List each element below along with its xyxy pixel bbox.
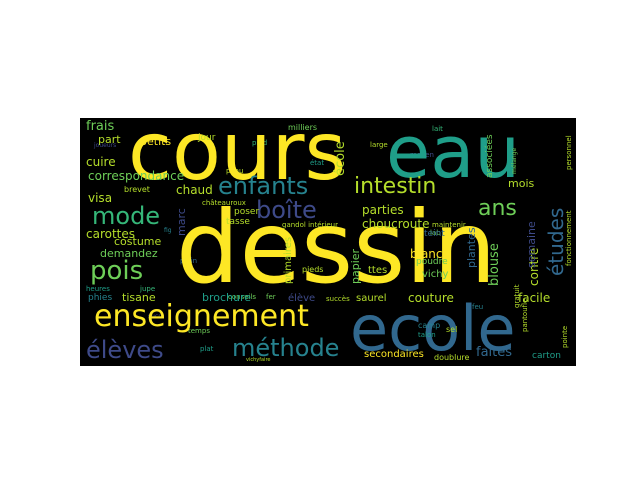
word-ecole-v: école: [333, 141, 348, 176]
word-pantoufle: pantoufle: [521, 298, 529, 332]
word-eleve-small: élève: [288, 293, 316, 304]
word-conseils: conseils: [228, 293, 257, 301]
word-etudes: études: [544, 207, 568, 276]
word-marc: marc: [175, 208, 188, 236]
word-pied: pied: [252, 139, 268, 147]
word-intestin: intestin: [354, 174, 437, 199]
word-eau: eau: [386, 118, 521, 194]
word-carton: carton: [532, 351, 561, 361]
word-chateauroux: châteauroux: [202, 199, 246, 207]
word-fonctionnement: fonctionnement: [565, 210, 573, 267]
word-secondaires: secondaires: [364, 349, 424, 360]
word-jour: jour: [198, 133, 216, 143]
word-petits: petits: [140, 135, 172, 148]
word-personnel: personnel: [565, 135, 573, 170]
word-talon: talon: [418, 331, 436, 339]
word-pointe: pointe: [561, 325, 569, 348]
word-part: part: [98, 133, 121, 146]
word-parties: parties: [362, 203, 404, 217]
word-large: large: [370, 141, 388, 149]
word-cours: cours: [128, 118, 347, 198]
word-pois: pois: [90, 256, 144, 286]
word-boite: boîte: [256, 196, 317, 224]
word-moyen: moyen: [410, 151, 434, 159]
word-maintenir: maintenir: [432, 221, 466, 229]
word-plat: plat: [200, 345, 214, 353]
word-ttes: ttes: [368, 265, 388, 276]
word-gratuit: gratuit: [513, 284, 521, 308]
word-peau: peau: [226, 167, 244, 175]
word-blanc: blanc: [410, 247, 443, 261]
word-vichyfaire: vichyfaire: [246, 357, 271, 363]
word-brochure: brochure: [202, 291, 252, 304]
word-correspondance: correspondance: [88, 169, 185, 183]
word-joueurs: joueurs: [94, 142, 117, 149]
word-sel: sel: [446, 325, 458, 334]
word-couture: couture: [408, 291, 454, 305]
word-poudre: poudre: [416, 257, 448, 267]
word-dessin: dessin: [176, 189, 497, 306]
word-chaud: chaud: [176, 183, 213, 197]
word-ans: ans: [478, 196, 517, 221]
word-tisane: tisane: [122, 291, 156, 304]
word-teint: teint: [424, 229, 445, 239]
word-lait: lait: [432, 125, 443, 133]
word-papier: papier: [349, 248, 362, 284]
word-blouse: blouse: [487, 243, 502, 286]
word-cuire: cuire: [86, 155, 116, 169]
word-phies: phies: [88, 293, 113, 303]
word-melange: mélange: [511, 147, 518, 174]
word-tasse: tasse: [226, 217, 250, 227]
word-gandol-interieur: gandol intérieur: [282, 221, 338, 229]
word-facile: facile: [518, 291, 551, 305]
word-associees: associées: [485, 134, 495, 178]
word-pieds: pieds: [302, 265, 324, 274]
word-temps: temps: [188, 327, 210, 335]
word-poser: poser: [234, 207, 260, 217]
word-ecole: ecole: [350, 292, 516, 365]
word-doublure: doublure: [434, 353, 470, 362]
word-costume: costume: [114, 235, 162, 248]
word-sucre: sucre: [148, 313, 165, 320]
word-enseignement: enseignement: [94, 299, 309, 334]
word-saurel: saurel: [356, 293, 387, 304]
word-fig: fig: [164, 227, 172, 234]
word-mois: mois: [508, 177, 535, 190]
word-plein: plein: [180, 257, 198, 265]
word-demandez: demandez: [100, 247, 158, 260]
word-mode: mode: [92, 202, 161, 230]
word-primaires: primaires: [283, 236, 294, 284]
word-vichy: vichy: [422, 269, 449, 280]
word-plantes: plantes: [465, 227, 478, 268]
word-milliers: milliers: [288, 123, 318, 132]
word-cloud: joueurs pied milliers état large moyen l…: [80, 118, 576, 366]
word-brevet: brevet: [124, 185, 150, 194]
word-eleves: élèves: [86, 336, 164, 364]
word-choucroute: choucroute: [362, 217, 430, 231]
word-lab: lab: [430, 229, 441, 237]
word-etat: état: [310, 159, 325, 167]
word-camp: camp: [418, 321, 441, 330]
word-methode: méthode: [232, 334, 340, 362]
word-visa: visa: [88, 191, 113, 205]
word-feu: feu: [472, 303, 484, 311]
word-succes: succès: [326, 295, 350, 303]
word-carottes: carottes: [86, 227, 136, 241]
word-enfants: enfants: [218, 172, 309, 200]
word-faites: faites: [476, 345, 513, 360]
word-jupe: jupe: [140, 285, 156, 293]
word-frais: frais: [86, 119, 115, 134]
word-semaine: semaine: [525, 221, 538, 268]
word-heures: heures: [86, 285, 110, 293]
word-fer: fer: [266, 293, 276, 301]
